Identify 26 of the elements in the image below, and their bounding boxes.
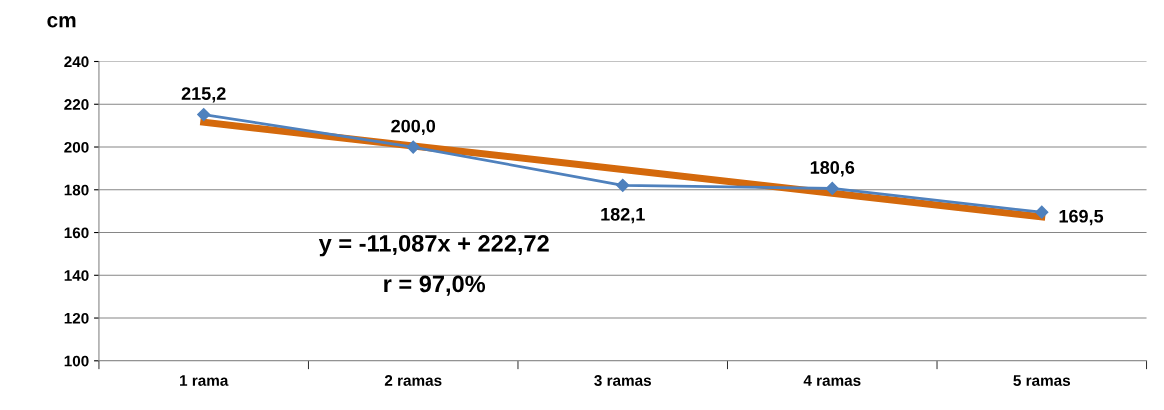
x-tick-label: 3 ramas: [594, 375, 651, 386]
x-tick-label: 2 ramas: [384, 375, 442, 386]
point: [406, 140, 420, 154]
x-tick-label: 1 rama: [180, 375, 229, 386]
data-label: 182,1: [601, 207, 645, 224]
point: [616, 178, 630, 192]
data-label: 200,0: [391, 119, 436, 136]
y-tick-label: 100: [64, 355, 89, 367]
y-tick-label: 220: [64, 99, 89, 110]
y-tick-label: 180: [64, 184, 89, 196]
y-tick-label: 160: [64, 227, 89, 239]
annotation: y = -11,087x + 222,72: [318, 234, 549, 257]
y-axis-title: cm: [47, 16, 76, 28]
x-tick-label: 5 ramas: [1013, 375, 1071, 386]
x-tick-label: 4 ramas: [803, 375, 861, 386]
point: [825, 181, 839, 196]
y-tick-label: 120: [64, 312, 89, 324]
point: [1035, 205, 1049, 219]
point: [197, 107, 211, 122]
y-tick-label: 240: [64, 56, 89, 68]
annotation: r = 97,0%: [384, 275, 486, 296]
data-label: 169,5: [1059, 209, 1104, 226]
y-tick-label: 200: [64, 141, 89, 153]
data-label: 180,6: [810, 161, 855, 177]
data-label: 215,2: [181, 87, 226, 103]
y-tick-label: 140: [64, 270, 89, 281]
